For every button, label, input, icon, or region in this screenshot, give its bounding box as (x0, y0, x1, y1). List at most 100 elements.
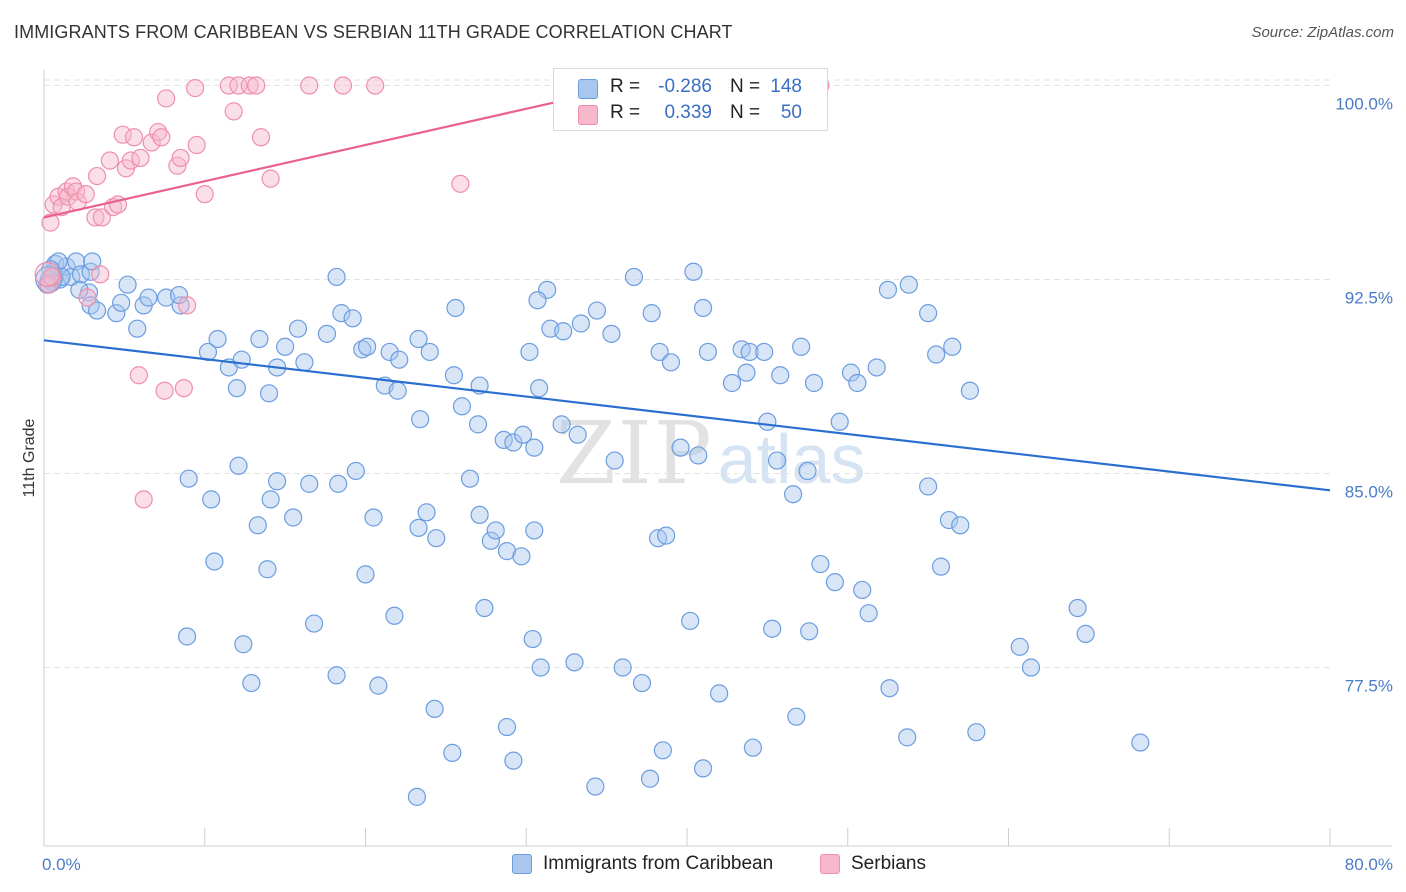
caribbean-points (35, 252, 1150, 806)
caribbean-point (202, 490, 221, 509)
caribbean-point (470, 505, 489, 525)
caribbean-point (1076, 624, 1095, 643)
caribbean-point (87, 301, 107, 320)
serbian-point (152, 128, 171, 147)
caribbean-point (112, 293, 131, 312)
caribbean-point (657, 526, 676, 545)
caribbean-point (261, 490, 280, 509)
serbian-point (171, 148, 190, 168)
caribbean-point (258, 560, 277, 579)
caribbean-point (853, 580, 872, 600)
tick-labels: 100.0% 92.5% 85.0% 77.5% 0.0% 80.0% 11th Grade (21, 95, 1393, 874)
caribbean-point (107, 304, 126, 323)
caribbean-point (1131, 733, 1150, 752)
caribbean-point (486, 521, 505, 540)
caribbean-point (276, 337, 295, 356)
caribbean-point (967, 723, 986, 742)
caribbean-point (267, 472, 287, 491)
caribbean-point (444, 366, 464, 385)
caribbean-point (417, 503, 436, 522)
caribbean-point (960, 381, 980, 400)
caribbean-point (452, 397, 472, 416)
serbian-point (300, 76, 319, 95)
caribbean-point (919, 304, 938, 323)
legend-n-value: 148 (770, 76, 802, 97)
caribbean-point (232, 350, 251, 369)
caribbean-point (460, 469, 480, 488)
caribbean-point (568, 425, 587, 444)
serbian-point (76, 185, 95, 204)
caribbean-point (343, 309, 362, 328)
y-tick-label: 77.5% (1345, 677, 1393, 696)
chart-title: IMMIGRANTS FROM CARIBBEAN VS SERBIAN 11T… (14, 22, 733, 42)
caribbean-point (571, 314, 591, 333)
serbian-point (177, 296, 197, 315)
caribbean-point (346, 461, 365, 481)
caribbean-point (364, 508, 383, 527)
caribbean-point (427, 529, 446, 548)
caribbean-point (329, 474, 348, 493)
caribbean-point (758, 412, 777, 431)
caribbean-point (128, 319, 147, 338)
caribbean-point (605, 451, 624, 470)
caribbean-point (740, 342, 759, 362)
caribbean-point (586, 777, 605, 796)
caribbean-point (530, 379, 549, 398)
caribbean-point (475, 598, 494, 618)
legend-row-caribbean: R = -0.286 N = 148 (554, 75, 827, 101)
serbian-point (219, 76, 238, 95)
legend-n-value: 50 (780, 102, 802, 123)
caribbean-point (443, 743, 462, 762)
caribbean-point (554, 322, 573, 341)
trend-lines (43, 71, 1331, 492)
serbian-point (174, 379, 193, 398)
caribbean-point (927, 345, 946, 364)
caribbean-point (234, 635, 253, 654)
caribbean-point (787, 707, 806, 726)
serbian-point (134, 490, 153, 509)
y-tick-label: 100.0% (1335, 95, 1393, 114)
caribbean-point (763, 619, 782, 638)
caribbean-point (671, 438, 690, 457)
caribbean-point (227, 379, 246, 398)
legend-n-label: N = (730, 76, 761, 97)
caribbean-point (317, 324, 337, 343)
caribbean-point (1068, 598, 1087, 618)
caribbean-point (411, 410, 430, 429)
caribbean-point (755, 342, 774, 362)
caribbean-point (512, 547, 531, 566)
caribbean-point (722, 373, 742, 393)
caribbean-point (898, 728, 917, 747)
caribbean-point (880, 679, 899, 698)
serbian-point (451, 174, 470, 193)
caribbean-point (497, 542, 517, 561)
serbian-point (87, 166, 107, 186)
caribbean-point (693, 298, 713, 318)
caribbean-point (250, 329, 269, 349)
caribbean-point (848, 373, 867, 393)
axes (43, 70, 1392, 847)
caribbean-point (327, 267, 346, 287)
caribbean-point (407, 787, 427, 806)
caribbean-point (531, 658, 550, 677)
caribbean-point (552, 415, 571, 434)
serbian-point (124, 128, 144, 147)
caribbean-point (446, 298, 465, 318)
caribbean-point (118, 275, 137, 294)
caribbean-point (380, 342, 399, 362)
serbian-point (78, 288, 97, 307)
serbian-point (251, 128, 271, 147)
legend-r-label: R = (610, 102, 641, 123)
caribbean-point (693, 759, 713, 778)
caribbean-point (504, 433, 523, 452)
serbian-point (261, 169, 280, 188)
caribbean-point (83, 252, 102, 271)
caribbean-point (602, 324, 621, 343)
series-label-caribbean: Immigrants from Caribbean (543, 853, 774, 874)
caribbean-point (288, 319, 308, 338)
x-tick-label: 80.0% (1345, 855, 1393, 874)
caribbean-point (327, 666, 346, 685)
caribbean-point (825, 573, 844, 592)
serbian-point (157, 89, 176, 108)
caribbean-point (624, 267, 644, 287)
